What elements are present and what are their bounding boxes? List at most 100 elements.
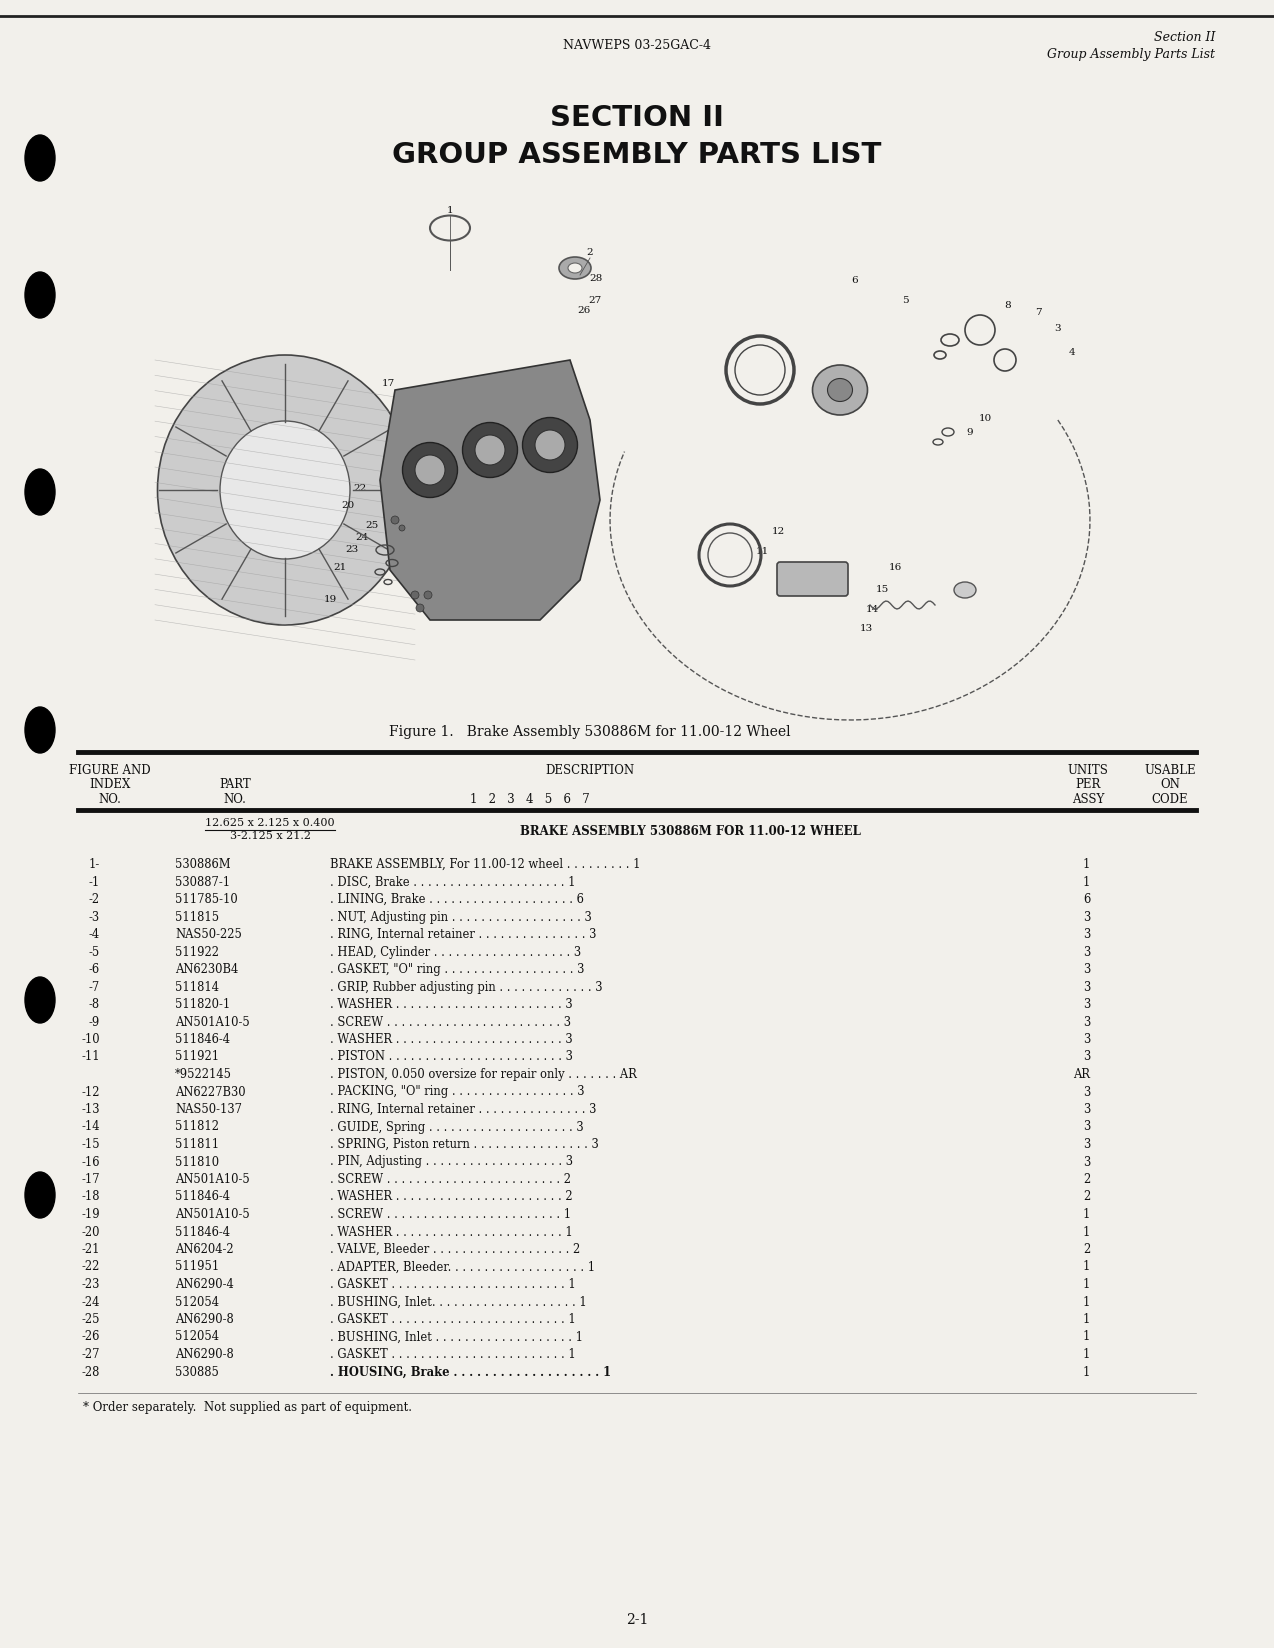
Text: -19: -19 — [82, 1208, 99, 1221]
Text: -14: -14 — [82, 1121, 99, 1134]
Text: AN501A10-5: AN501A10-5 — [175, 1015, 250, 1028]
Text: 511921: 511921 — [175, 1050, 219, 1063]
Ellipse shape — [954, 582, 976, 598]
Text: 511811: 511811 — [175, 1139, 219, 1150]
Text: . SCREW . . . . . . . . . . . . . . . . . . . . . . . . 1: . SCREW . . . . . . . . . . . . . . . . … — [330, 1208, 571, 1221]
Text: -12: -12 — [82, 1086, 99, 1099]
Ellipse shape — [535, 430, 564, 460]
Text: 8: 8 — [1005, 300, 1012, 310]
Text: 511814: 511814 — [175, 981, 219, 994]
Text: AN6290-8: AN6290-8 — [175, 1348, 233, 1361]
Text: -11: -11 — [82, 1050, 99, 1063]
Text: . GASKET . . . . . . . . . . . . . . . . . . . . . . . . 1: . GASKET . . . . . . . . . . . . . . . .… — [330, 1277, 576, 1290]
Ellipse shape — [559, 257, 591, 279]
Text: 1: 1 — [1083, 1261, 1091, 1274]
Text: 511810: 511810 — [175, 1155, 219, 1168]
Text: 2: 2 — [1083, 1173, 1091, 1187]
Text: INDEX: INDEX — [89, 778, 131, 791]
Text: 1: 1 — [1083, 1348, 1091, 1361]
Text: -23: -23 — [82, 1277, 99, 1290]
Text: . WASHER . . . . . . . . . . . . . . . . . . . . . . . 2: . WASHER . . . . . . . . . . . . . . . .… — [330, 1190, 572, 1203]
Text: AN6290-4: AN6290-4 — [175, 1277, 233, 1290]
Text: 16: 16 — [888, 564, 902, 572]
Text: UNITS: UNITS — [1068, 765, 1108, 776]
Text: 1: 1 — [1083, 1295, 1091, 1309]
Text: . SCREW . . . . . . . . . . . . . . . . . . . . . . . . 2: . SCREW . . . . . . . . . . . . . . . . … — [330, 1173, 571, 1187]
Ellipse shape — [415, 455, 445, 485]
Text: AN6204-2: AN6204-2 — [175, 1243, 233, 1256]
Text: Section II: Section II — [1153, 31, 1215, 43]
Text: 511785-10: 511785-10 — [175, 893, 238, 906]
Text: . PACKING, "O" ring . . . . . . . . . . . . . . . . . 3: . PACKING, "O" ring . . . . . . . . . . … — [330, 1086, 585, 1099]
Text: 26: 26 — [577, 305, 591, 315]
Text: PER: PER — [1075, 778, 1101, 791]
Text: -25: -25 — [82, 1313, 99, 1327]
Text: . HOUSING, Brake . . . . . . . . . . . . . . . . . . . 1: . HOUSING, Brake . . . . . . . . . . . .… — [330, 1366, 612, 1378]
Ellipse shape — [828, 379, 852, 402]
Text: 1: 1 — [447, 206, 454, 214]
Text: . WASHER . . . . . . . . . . . . . . . . . . . . . . . 1: . WASHER . . . . . . . . . . . . . . . .… — [330, 1226, 573, 1239]
Text: 3: 3 — [1083, 962, 1091, 976]
Text: USABLE: USABLE — [1144, 765, 1196, 776]
Text: SECTION II: SECTION II — [550, 104, 724, 132]
Text: -5: -5 — [89, 946, 99, 959]
Text: -18: -18 — [82, 1190, 99, 1203]
Text: 10: 10 — [978, 414, 991, 422]
Text: . SPRING, Piston return . . . . . . . . . . . . . . . . 3: . SPRING, Piston return . . . . . . . . … — [330, 1139, 599, 1150]
Ellipse shape — [158, 354, 413, 625]
Text: -7: -7 — [89, 981, 99, 994]
Text: -16: -16 — [82, 1155, 99, 1168]
Text: 3: 3 — [1083, 999, 1091, 1010]
Ellipse shape — [424, 592, 432, 598]
Text: . RING, Internal retainer . . . . . . . . . . . . . . . 3: . RING, Internal retainer . . . . . . . … — [330, 1103, 596, 1116]
Ellipse shape — [220, 420, 350, 559]
Text: 5: 5 — [902, 295, 908, 305]
Text: -27: -27 — [82, 1348, 99, 1361]
Text: 3: 3 — [1083, 1155, 1091, 1168]
Text: 3: 3 — [1055, 323, 1061, 333]
Text: NAS50-137: NAS50-137 — [175, 1103, 242, 1116]
Text: NO.: NO. — [98, 793, 121, 806]
Text: -28: -28 — [82, 1366, 99, 1378]
Text: 511820-1: 511820-1 — [175, 999, 231, 1010]
Text: 13: 13 — [860, 623, 873, 633]
Text: -20: -20 — [82, 1226, 99, 1239]
Ellipse shape — [25, 272, 55, 318]
Text: 28: 28 — [590, 274, 603, 282]
Text: 511922: 511922 — [175, 946, 219, 959]
Text: -6: -6 — [89, 962, 99, 976]
Text: -24: -24 — [82, 1295, 99, 1309]
Text: . GASKET . . . . . . . . . . . . . . . . . . . . . . . . 1: . GASKET . . . . . . . . . . . . . . . .… — [330, 1313, 576, 1327]
Text: AN501A10-5: AN501A10-5 — [175, 1173, 250, 1187]
Text: . GASKET, "O" ring . . . . . . . . . . . . . . . . . . 3: . GASKET, "O" ring . . . . . . . . . . .… — [330, 962, 585, 976]
Ellipse shape — [25, 977, 55, 1023]
Text: CODE: CODE — [1152, 793, 1189, 806]
Text: . BUSHING, Inlet. . . . . . . . . . . . . . . . . . . . 1: . BUSHING, Inlet. . . . . . . . . . . . … — [330, 1295, 587, 1309]
Text: 3: 3 — [1083, 981, 1091, 994]
Ellipse shape — [25, 1172, 55, 1218]
Ellipse shape — [568, 264, 582, 274]
Text: 12: 12 — [771, 527, 785, 537]
Text: . ADAPTER, Bleeder. . . . . . . . . . . . . . . . . . . 1: . ADAPTER, Bleeder. . . . . . . . . . . … — [330, 1261, 595, 1274]
Text: 27: 27 — [589, 295, 601, 305]
Text: 15: 15 — [875, 585, 889, 595]
Text: 1: 1 — [1083, 1366, 1091, 1378]
Ellipse shape — [475, 435, 505, 465]
Text: -13: -13 — [82, 1103, 99, 1116]
Text: DESCRIPTION: DESCRIPTION — [545, 765, 634, 776]
Text: *9522145: *9522145 — [175, 1068, 232, 1081]
Text: 2-1: 2-1 — [626, 1613, 648, 1627]
Text: . WASHER . . . . . . . . . . . . . . . . . . . . . . . 3: . WASHER . . . . . . . . . . . . . . . .… — [330, 999, 572, 1010]
Text: 4: 4 — [1069, 348, 1075, 356]
Text: 24: 24 — [355, 532, 368, 542]
Text: Group Assembly Parts List: Group Assembly Parts List — [1047, 48, 1215, 61]
Ellipse shape — [412, 592, 419, 598]
Text: 3: 3 — [1083, 1103, 1091, 1116]
Ellipse shape — [399, 526, 405, 531]
Text: AN6227B30: AN6227B30 — [175, 1086, 246, 1099]
Text: . RING, Internal retainer . . . . . . . . . . . . . . . 3: . RING, Internal retainer . . . . . . . … — [330, 928, 596, 941]
Polygon shape — [380, 359, 600, 620]
Text: NAVWEPS 03-25GAC-4: NAVWEPS 03-25GAC-4 — [563, 38, 711, 51]
Ellipse shape — [417, 605, 424, 611]
Text: NAS50-225: NAS50-225 — [175, 928, 242, 941]
